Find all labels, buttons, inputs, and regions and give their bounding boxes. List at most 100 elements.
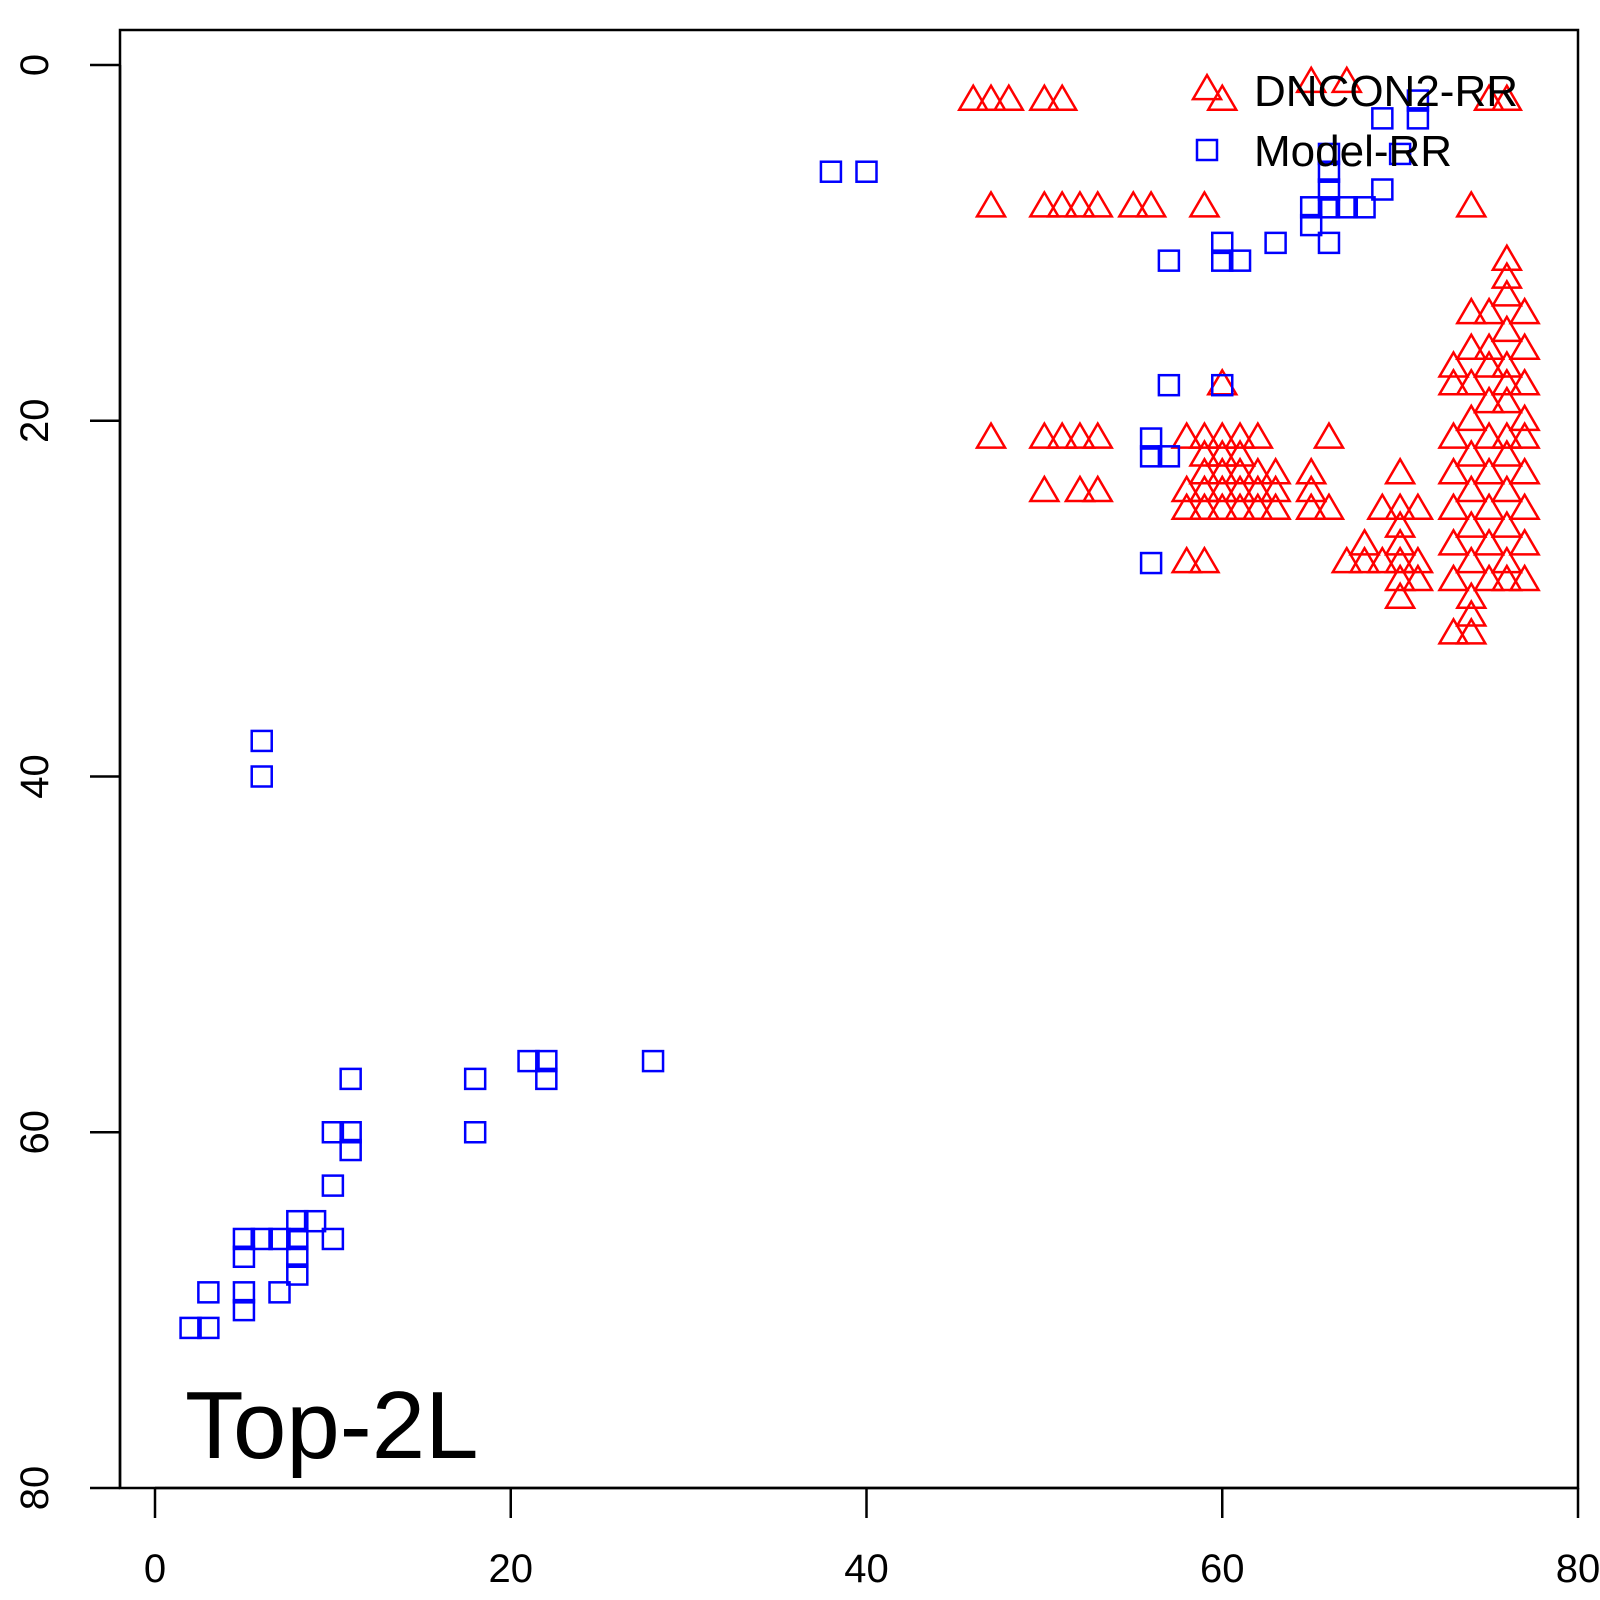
triangle-point (1241, 456, 1275, 485)
triangle-point (1188, 492, 1221, 521)
triangle-point (1508, 492, 1541, 521)
triangle-point (1188, 474, 1221, 503)
triangle-point (1223, 438, 1257, 467)
triangle-point (1401, 563, 1435, 592)
triangle-point (1241, 474, 1275, 503)
triangle-point (1455, 581, 1488, 609)
square-point (463, 1067, 487, 1091)
square-point (1353, 196, 1376, 219)
square-point (232, 1227, 256, 1251)
triangle-point (1206, 421, 1239, 449)
triangle-point (1081, 189, 1114, 218)
triangle-point (1490, 261, 1524, 289)
square-point (1211, 249, 1234, 272)
triangle-point (1455, 296, 1488, 325)
triangle-point (1437, 563, 1470, 592)
triangle-point (1295, 492, 1328, 521)
square-point (303, 1209, 327, 1233)
square-point (1335, 196, 1359, 219)
triangle-point (1437, 367, 1470, 396)
triangle-point (1472, 83, 1506, 111)
triangle-point (1028, 83, 1061, 111)
triangle-point (1490, 243, 1524, 272)
triangle-point (1223, 492, 1257, 521)
triangle-point (1383, 492, 1417, 521)
square-point (1157, 445, 1181, 468)
triangle-point (1188, 438, 1221, 467)
triangle-point (1188, 456, 1221, 485)
triangle-point (1383, 510, 1417, 538)
square-point (1371, 107, 1394, 130)
triangle-point (1472, 421, 1506, 449)
square-point (1139, 551, 1163, 575)
square-point (1317, 142, 1341, 166)
triangle-point (1063, 421, 1097, 449)
triangle-point (1063, 474, 1097, 503)
triangle-point (1188, 421, 1221, 449)
triangle-point (1223, 474, 1257, 503)
triangle-point (1472, 456, 1506, 485)
triangle-point (1490, 278, 1524, 307)
triangle-point (1472, 332, 1506, 360)
triangle-point (1490, 314, 1524, 343)
square-point (321, 1174, 345, 1197)
legend-item: DNCON2-RR (1190, 67, 1518, 116)
triangle-point (1455, 474, 1488, 503)
square-point (463, 1121, 487, 1144)
triangle-point (1455, 438, 1488, 467)
square-point (268, 1281, 291, 1304)
triangle-point (1401, 545, 1435, 574)
x-tick-label: 40 (844, 1547, 889, 1591)
triangle-point (1472, 296, 1506, 325)
x-axis: 0 20 40 60 80 (144, 1486, 1600, 1591)
panel-label: Top-2L (185, 1372, 479, 1479)
triangle-point (1508, 421, 1541, 449)
triangle-point (974, 421, 1008, 449)
triangle-point (1241, 421, 1275, 449)
y-tick-label: 0 (13, 54, 57, 76)
triangle-point (1366, 545, 1399, 574)
series-dncon2-rr (957, 65, 1541, 645)
triangle-point (1241, 492, 1275, 521)
square-point (1406, 89, 1430, 112)
square-point (321, 1227, 345, 1251)
square-point (286, 1227, 309, 1251)
square-point (535, 1067, 558, 1091)
triangle-point (1490, 474, 1524, 503)
square-point (286, 1245, 309, 1269)
triangle-point (1295, 65, 1328, 94)
square-point (1388, 142, 1412, 166)
square-point (1228, 249, 1252, 272)
triangle-point (1295, 474, 1328, 503)
triangle-point (1206, 456, 1239, 485)
triangle-point (1455, 403, 1488, 432)
triangle-point (1490, 563, 1524, 592)
triangle-point (1455, 545, 1488, 574)
triangle-point (1383, 545, 1417, 574)
square-point (339, 1138, 362, 1162)
triangle-point (957, 83, 990, 111)
triangle-point (1455, 599, 1488, 627)
triangle-point (1188, 545, 1221, 574)
legend-label: Model-RR (1254, 127, 1452, 176)
square-point (819, 160, 843, 183)
triangle-point (1437, 492, 1470, 521)
y-tick-label: 60 (13, 1110, 57, 1155)
triangle-point (1437, 527, 1470, 556)
triangle-point (1472, 492, 1506, 521)
square-point (1371, 178, 1394, 201)
triangle-point (1508, 296, 1541, 325)
y-tick-label: 40 (13, 754, 57, 799)
triangle-point (1383, 456, 1417, 485)
triangle-point (1063, 189, 1097, 218)
x-tick-label: 80 (1556, 1547, 1600, 1591)
triangle-point (1045, 83, 1079, 111)
y-tick-label: 20 (13, 399, 57, 444)
square-point (232, 1245, 256, 1269)
triangle-point (992, 83, 1025, 111)
x-tick-label: 20 (489, 1547, 534, 1591)
square-point (1317, 178, 1341, 201)
triangle-point (1401, 492, 1435, 521)
